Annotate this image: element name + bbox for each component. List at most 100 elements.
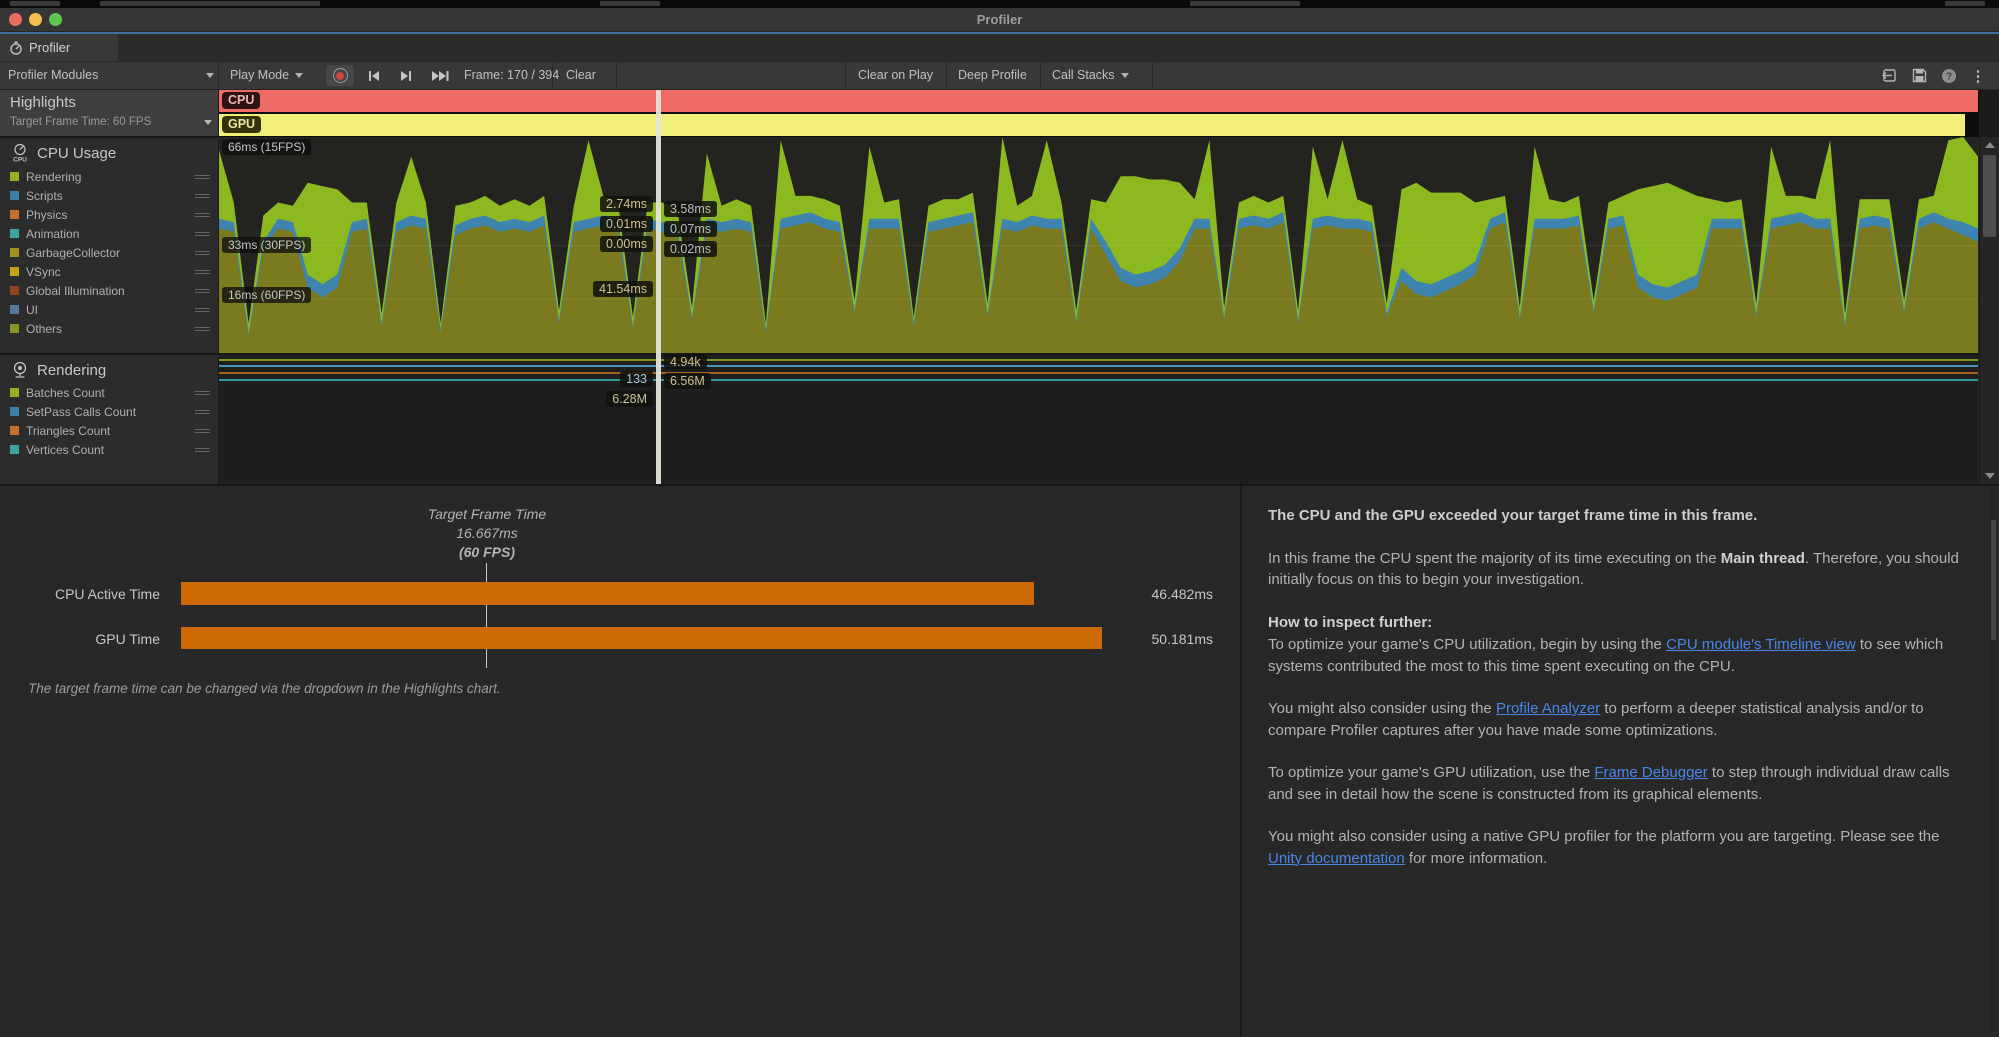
drag-handle-icon[interactable]	[195, 192, 210, 200]
legend-item-vsync[interactable]: VSync	[0, 262, 218, 281]
legend-item-triangles-count[interactable]: Triangles Count	[0, 421, 218, 440]
drag-handle-icon[interactable]	[195, 230, 210, 238]
legend-color-swatch	[10, 210, 19, 219]
context-menu-button[interactable]: ⋮	[1966, 65, 1990, 86]
tab-profiler[interactable]: Profiler	[0, 34, 118, 61]
load-profile-button[interactable]	[1876, 65, 1902, 86]
tab-bar	[0, 32, 1999, 61]
legend-item-physics[interactable]: Physics	[0, 205, 218, 224]
rendering-counters-chart[interactable]	[219, 355, 1978, 484]
frame-details-pane	[0, 484, 1999, 1037]
drag-handle-icon[interactable]	[195, 427, 210, 435]
target-fps: (60 FPS)	[458, 544, 515, 560]
profiler-modules-dropdown[interactable]: Profiler Modules	[8, 68, 99, 82]
current-frame-button[interactable]	[424, 65, 456, 86]
clear-on-play-toggle[interactable]: Clear on Play	[858, 68, 934, 82]
highlights-module-header[interactable]: Highlights Target Frame Time: 60 FPS	[0, 90, 218, 137]
frame-advice-panel: The CPU and the GPU exceeded your target…	[1268, 505, 1963, 890]
pane-divider[interactable]	[1240, 486, 1242, 1037]
selected-frame-playhead[interactable]	[656, 90, 661, 484]
legend-item-setpass-calls-count[interactable]: SetPass Calls Count	[0, 402, 218, 421]
legend-item-rendering[interactable]: Rendering	[0, 167, 218, 186]
previous-frame-button[interactable]	[360, 65, 388, 86]
cpu-active-time-value: 46.482ms	[1151, 586, 1213, 602]
batches-value-chip: 4.94k	[664, 354, 707, 370]
drag-handle-icon[interactable]	[195, 268, 210, 276]
legend-item-batches-count[interactable]: Batches Count	[0, 383, 218, 402]
vertices-count-line	[219, 379, 1978, 381]
axis-marker-16ms: 16ms (60FPS)	[222, 287, 312, 303]
deep-profile-toggle[interactable]: Deep Profile	[958, 68, 1027, 82]
rendering-module-header[interactable]: Rendering	[10, 360, 106, 380]
advice-paragraph: To optimize your game's GPU utilization,…	[1268, 764, 1950, 803]
legend-item-ui[interactable]: UI	[0, 300, 218, 319]
legend-item-vertices-count[interactable]: Vertices Count	[0, 440, 218, 459]
legend-item-others[interactable]: Others	[0, 319, 218, 338]
drag-handle-icon[interactable]	[195, 173, 210, 181]
rendering-title: Rendering	[37, 361, 107, 379]
legend-color-swatch	[10, 388, 19, 397]
drag-handle-icon[interactable]	[195, 249, 210, 257]
advice-link[interactable]: Unity documentation	[1268, 849, 1405, 867]
advice-scrollbar[interactable]	[1990, 490, 1997, 1030]
minimize-window-button[interactable]	[29, 13, 42, 26]
drag-handle-icon[interactable]	[195, 325, 210, 333]
cpu-usage-title: CPU Usage	[37, 144, 117, 162]
legend-label: Global Illumination	[26, 283, 125, 298]
target-title: Target Frame Time	[427, 506, 547, 522]
scroll-down-icon[interactable]	[1985, 473, 1995, 479]
play-mode-dropdown[interactable]: Play Mode	[230, 62, 304, 89]
drag-handle-icon[interactable]	[195, 408, 210, 416]
window-title: Profiler	[976, 12, 1023, 27]
help-button[interactable]: ?	[1936, 65, 1962, 86]
frame-value-chip: 0.02ms	[664, 241, 717, 257]
toolbar-separator	[616, 62, 617, 89]
cpu-usage-chart[interactable]: 66ms (15FPS) 33ms (30FPS) 16ms (60FPS)	[219, 137, 1978, 353]
drag-handle-icon[interactable]	[195, 306, 210, 314]
drag-handle-icon[interactable]	[195, 211, 210, 219]
setpass-value-chip: 133	[620, 371, 653, 387]
cpu-usage-module-header[interactable]: CPU CPU Usage	[10, 143, 116, 163]
close-window-button[interactable]	[9, 13, 22, 26]
legend-item-animation[interactable]: Animation	[0, 224, 218, 243]
drag-handle-icon[interactable]	[195, 287, 210, 295]
advice-link[interactable]: Frame Debugger	[1594, 764, 1708, 781]
call-stacks-dropdown[interactable]: Call Stacks	[1052, 62, 1129, 89]
clear-button[interactable]: Clear	[566, 68, 596, 82]
next-frame-button[interactable]	[392, 65, 420, 86]
advice-link[interactable]: CPU module's Timeline view	[1666, 636, 1856, 653]
legend-label: SetPass Calls Count	[26, 404, 137, 419]
legend-item-garbagecollector[interactable]: GarbageCollector	[0, 243, 218, 262]
toolbar-separator	[218, 62, 219, 89]
cpu-highlight-bar[interactable]	[219, 90, 1978, 112]
scrollbar-thumb[interactable]	[1991, 520, 1996, 640]
cpu-gauge-icon: CPU	[13, 143, 27, 164]
legend-color-swatch	[10, 426, 19, 435]
jump-to-current-frame-icon	[431, 70, 448, 81]
record-button[interactable]	[326, 65, 354, 86]
next-frame-icon	[401, 70, 411, 81]
maximize-window-button[interactable]	[49, 13, 62, 26]
scrollbar-gap	[1979, 90, 1999, 137]
background-window-fragment	[600, 1, 660, 6]
advice-link[interactable]: Profile Analyzer	[1495, 700, 1601, 717]
legend-item-scripts[interactable]: Scripts	[0, 186, 218, 205]
gpu-time-bar	[181, 627, 1102, 649]
target-frame-time-dropdown[interactable]: Target Frame Time: 60 FPS	[10, 116, 152, 128]
camera-icon	[13, 361, 27, 378]
toolbar-separator	[552, 62, 553, 89]
scroll-up-icon[interactable]	[1985, 142, 1995, 148]
save-profile-button[interactable]	[1906, 65, 1932, 86]
drag-handle-icon[interactable]	[195, 389, 210, 397]
scrollbar-thumb[interactable]	[1983, 155, 1996, 237]
titlebar	[0, 8, 1999, 32]
chart-vertical-scrollbar[interactable]	[1979, 137, 1999, 484]
drag-handle-icon[interactable]	[195, 446, 210, 454]
highlights-chart[interactable]: CPU GPU	[219, 90, 1979, 137]
gpu-highlight-bar[interactable]	[219, 114, 1965, 136]
svg-text:?: ?	[1946, 71, 1952, 82]
toolbar-separator	[1040, 62, 1041, 89]
legend-item-global-illumination[interactable]: Global Illumination	[0, 281, 218, 300]
svg-text:CPU: CPU	[13, 157, 27, 164]
